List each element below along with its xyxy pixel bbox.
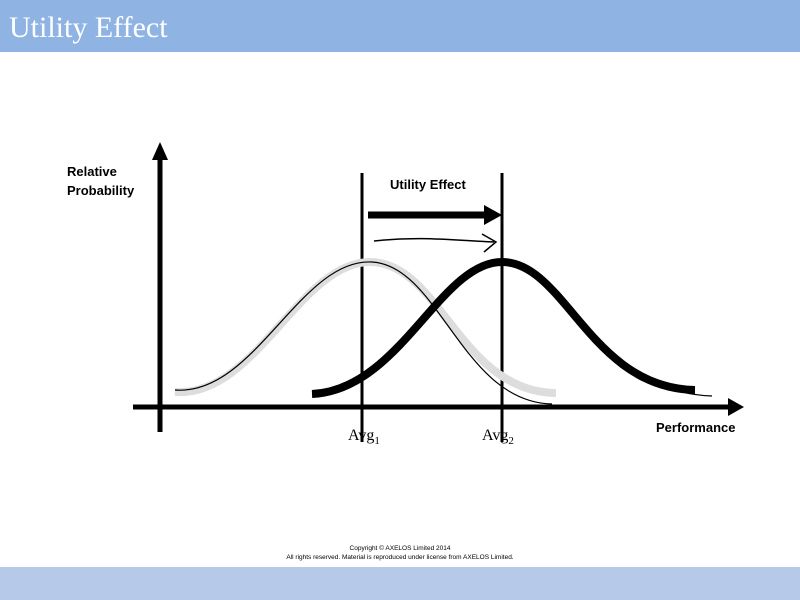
footer-band — [0, 567, 800, 600]
copyright: All rights reserved. Material is reprodu… — [286, 554, 513, 561]
curve-after — [311, 257, 696, 398]
avg1-label: Avg1 — [348, 427, 380, 447]
y-axis-label: Relative — [67, 164, 117, 179]
curve-before-outline — [174, 261, 553, 405]
slide-title: Utility Effect — [9, 11, 168, 44]
curve-after-outline — [501, 259, 713, 397]
avg-text: Avg — [348, 427, 374, 444]
header-band — [0, 0, 800, 52]
x-axis-label: Performance — [656, 420, 735, 435]
avg2-label: Avg2 — [482, 427, 514, 447]
hand-arrow — [373, 233, 498, 253]
shift-arrow-head — [484, 205, 502, 225]
avg-subscript: 2 — [508, 435, 514, 447]
copyright: Copyright © AXELOS Limited 2014 — [350, 544, 451, 552]
avg-text: Avg — [482, 427, 508, 444]
axes — [133, 142, 744, 432]
y-axis-label: Probability — [67, 183, 135, 198]
shift-label: Utility Effect — [390, 177, 467, 192]
avg-subscript: 1 — [374, 435, 380, 447]
